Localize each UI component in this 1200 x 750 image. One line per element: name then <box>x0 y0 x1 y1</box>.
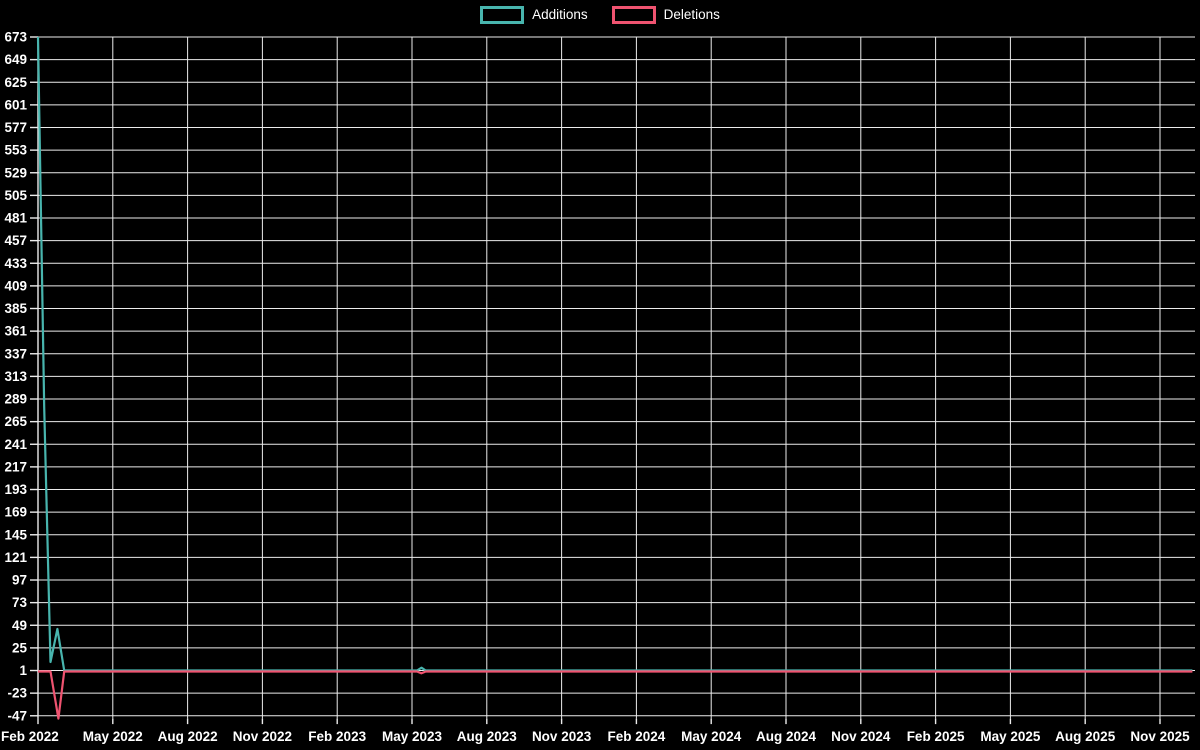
x-tick-label: Feb 2022 <box>1 729 59 744</box>
x-tick-label: Aug 2024 <box>756 729 817 744</box>
deletions-line <box>38 670 1193 720</box>
legend-item-deletions[interactable]: Deletions <box>611 6 720 24</box>
y-tick-label: 529 <box>4 165 27 180</box>
y-tick-label: 313 <box>4 369 27 384</box>
x-tick-label: Nov 2023 <box>532 729 592 744</box>
y-tick-label: 25 <box>12 640 28 655</box>
x-tick-label: Aug 2022 <box>158 729 218 744</box>
x-tick-label: Feb 2024 <box>608 729 666 744</box>
x-tick-label: Nov 2022 <box>233 729 292 744</box>
x-tick-label: Nov 2025 <box>1130 729 1190 744</box>
y-tick-label: 385 <box>4 301 27 316</box>
y-tick-label: 601 <box>4 97 27 112</box>
x-tick-label: Aug 2025 <box>1055 729 1116 744</box>
y-tick-label: 433 <box>4 256 27 271</box>
y-tick-label: 505 <box>4 188 27 203</box>
legend-item-additions[interactable]: Additions <box>480 6 588 24</box>
y-tick-label: 265 <box>4 414 27 429</box>
y-tick-label: 241 <box>4 437 27 452</box>
y-tick-label: 73 <box>12 595 28 610</box>
y-tick-label: 481 <box>4 211 27 226</box>
y-tick-label: 649 <box>4 52 27 67</box>
y-tick-label: -23 <box>7 686 27 701</box>
y-tick-label: 457 <box>4 233 27 248</box>
x-tick-label: May 2023 <box>382 729 443 744</box>
y-tick-label: -47 <box>7 708 27 723</box>
legend-label-deletions: Deletions <box>663 7 720 22</box>
x-tick-label: Aug 2023 <box>457 729 518 744</box>
y-tick-label: 193 <box>4 482 27 497</box>
y-tick-label: 97 <box>12 573 27 588</box>
x-tick-label: Nov 2024 <box>831 729 891 744</box>
legend-label-additions: Additions <box>532 7 588 22</box>
x-tick-label: May 2022 <box>83 729 143 744</box>
deletions-swatch-icon <box>611 6 656 24</box>
y-tick-label: 49 <box>12 618 27 633</box>
y-tick-label: 361 <box>4 324 27 339</box>
y-tick-label: 121 <box>4 550 27 565</box>
y-tick-label: 409 <box>4 278 27 293</box>
y-tick-label: 577 <box>4 120 27 135</box>
y-tick-label: 625 <box>4 75 27 90</box>
x-tick-label: May 2025 <box>980 729 1041 744</box>
chart-legend: Additions Deletions <box>0 6 1200 24</box>
y-tick-label: 289 <box>4 392 27 407</box>
x-tick-label: Feb 2023 <box>308 729 366 744</box>
y-tick-label: 217 <box>4 459 27 474</box>
x-tick-label: May 2024 <box>681 729 742 744</box>
y-tick-label: 673 <box>4 30 27 45</box>
y-tick-label: 1 <box>19 663 27 678</box>
y-tick-label: 553 <box>4 143 27 158</box>
y-tick-label: 169 <box>4 505 27 520</box>
y-tick-label: 145 <box>4 527 27 542</box>
y-tick-label: 337 <box>4 346 27 361</box>
additions-swatch-icon <box>480 6 525 24</box>
x-tick-label: Feb 2025 <box>907 729 965 744</box>
